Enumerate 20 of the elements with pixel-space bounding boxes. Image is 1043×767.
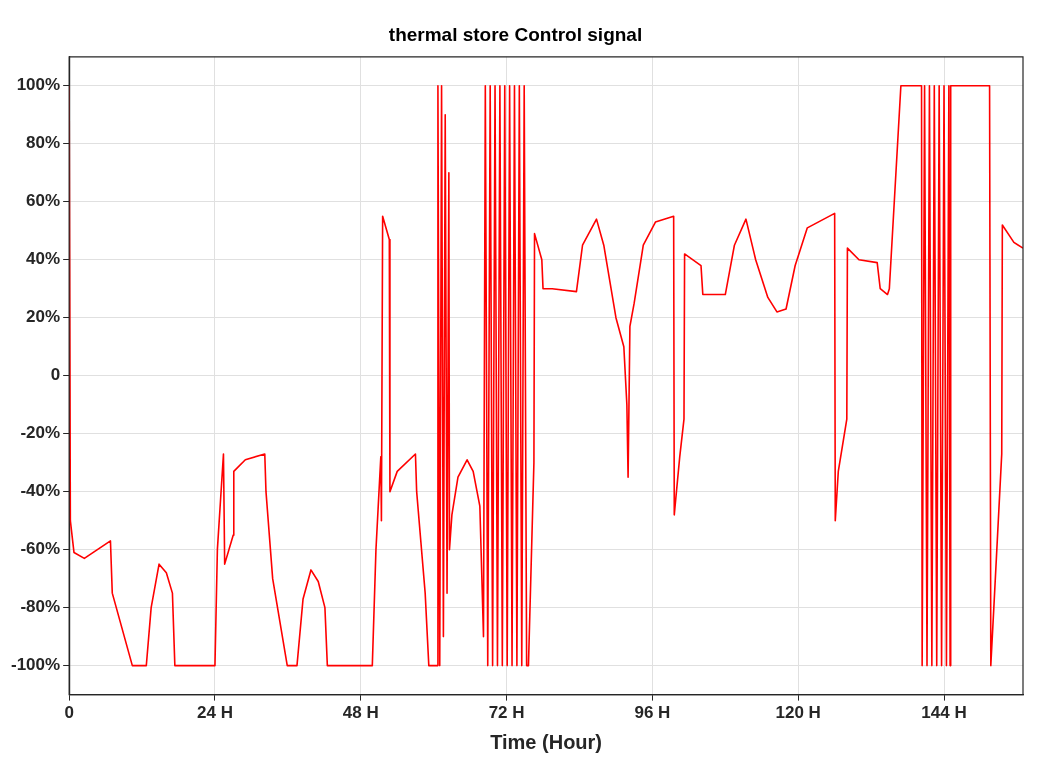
x-axis-title: Time (Hour) [490, 730, 602, 753]
y-tick-label: 0 [50, 365, 61, 385]
y-tick-label: 80% [26, 133, 61, 153]
x-tick-label: 96 H [634, 703, 671, 723]
y-tick-label: -20% [20, 423, 61, 443]
x-tick-label: 0 [64, 703, 74, 723]
y-tick-label: -100% [11, 655, 61, 675]
y-tick-label: 40% [26, 249, 61, 269]
y-tick-label: 20% [26, 307, 61, 327]
x-tick-label: 72 H [488, 703, 525, 723]
x-tick-label: 48 H [342, 703, 379, 723]
x-tick-label: 144 H [921, 703, 967, 723]
y-tick-label: -80% [20, 597, 61, 617]
y-tick-label: 100% [16, 75, 61, 95]
y-tick-label: 60% [26, 191, 61, 211]
y-tick-label: -40% [20, 481, 61, 501]
x-tick-label: 120 H [775, 703, 821, 723]
y-tick-label: -60% [20, 539, 61, 559]
x-tick-label: 24 H [196, 703, 233, 723]
chart-title: thermal store Control signal [388, 23, 643, 45]
